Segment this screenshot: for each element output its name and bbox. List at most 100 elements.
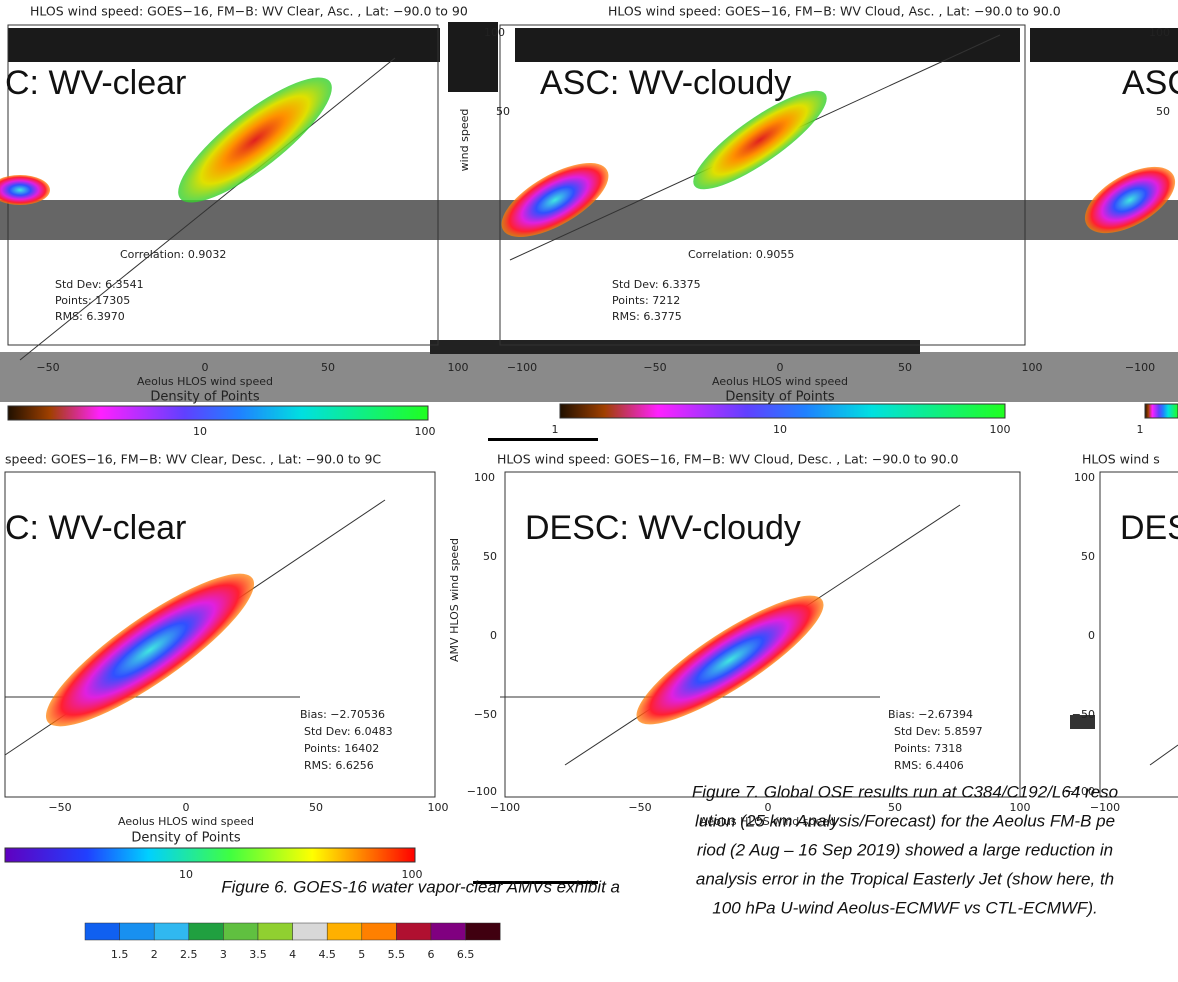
x-axis-label: Aeolus HLOS wind speed [700,815,836,828]
x-tick-label: −50 [628,801,651,814]
scale-tick-label: 6 [428,948,435,961]
stat: RMS: 6.3775 [612,310,682,323]
y-tick-label: 100 [484,26,505,39]
y-tick-label: 50 [1156,105,1170,118]
stat: Std Dev: 6.0483 [304,725,393,738]
x-tick-label: 100 [1022,361,1043,374]
colorbar-tick-label: 1 [552,423,559,436]
y-tick-label: 0 [1088,629,1095,642]
stat: Points: 7212 [612,294,680,307]
stat: Points: 7318 [894,742,962,755]
panel-label: C: WV-clear [5,509,186,547]
legend-title: Density of Points [150,390,259,405]
colorbar [7,405,429,421]
y-tick-label: −50 [474,708,497,721]
y-tick-label: 50 [496,105,510,118]
x-tick-label: −50 [643,361,666,374]
y-tick-label: 50 [1081,550,1095,563]
stat: Points: 16402 [304,742,379,755]
colorbar-tick-label: 10 [773,423,787,436]
colorbar [4,847,416,863]
y-tick-label: 100 [474,471,495,484]
x-axis-label: Aeolus HLOS wind speed [137,375,273,388]
scale-bar [84,922,501,941]
colorbar [559,403,1006,419]
y-axis-label: wind speed [458,109,471,172]
caption-line: 100 hPa U-wind Aeolus-ECMWF vs CTL-ECMWF… [712,898,1097,917]
stat: RMS: 6.4406 [894,759,964,772]
y-tick-label: 0 [490,629,497,642]
panel-label: DESC: WV-cloudy [525,509,801,547]
x-tick-label: 100 [448,361,469,374]
colorbar-tick-label: 100 [990,423,1011,436]
stat: Bias: −2.70536 [300,708,385,721]
colorbar-tick-label: 100 [415,425,436,438]
panel-label: C: WV-clear [5,64,186,102]
scale-tick-label: 3.5 [249,948,267,961]
stat: Points: 17305 [55,294,130,307]
stat: Correlation: 0.9032 [120,248,226,261]
x-tick-label: −50 [36,361,59,374]
stat: Correlation: 0.9055 [688,248,794,261]
x-tick-label: 50 [898,361,912,374]
colorbar-tick-label: 10 [179,868,193,881]
panel-title: HLOS wind speed: GOES−16, FM−B: WV Clear… [30,4,468,19]
x-axis-label: Aeolus HLOS wind speed [712,375,848,388]
y-tick-label: 100 [1074,471,1095,484]
x-tick-label: −100 [490,801,520,814]
panel-label: ASC: WV-cloudy [540,64,791,102]
panel-title: HLOS wind speed: GOES−16, FM−B: WV Cloud… [497,452,959,467]
legend-title: Density of Points [725,390,834,405]
scale-tick-label: 4.5 [318,948,336,961]
texts: HLOS wind speed: GOES−16, FM−B: WV Clear… [5,4,1178,962]
stat: Bias: −2.67394 [888,708,973,721]
x-tick-label: 100 [1010,801,1031,814]
panel-label: DES [1120,509,1178,547]
colorbar-tick-label: 10 [193,425,207,438]
panel-label: ASC [1122,64,1178,102]
stat: Std Dev: 6.3375 [612,278,701,291]
scale-tick-label: 1.5 [111,948,129,961]
y-tick-label: −100 [467,785,497,798]
x-tick-label: 50 [888,801,902,814]
x-axis-label: Aeolus HLOS wind speed [118,815,254,828]
x-tick-label: 50 [321,361,335,374]
colorbar-tick-label: 100 [402,868,423,881]
legend-title: Density of Points [131,831,240,846]
colorbar-tick-label: 1 [1137,423,1144,436]
density-clouds [0,77,1176,727]
background-artifacts [0,22,1178,884]
caption-line: Figure 7. Global OSE results run at C384… [692,782,1118,801]
caption-line: analysis error in the Tropical Easterly … [696,869,1114,888]
x-tick-label: 0 [183,801,190,814]
x-tick-label: −100 [1090,801,1120,814]
scale-tick-label: 3 [220,948,227,961]
x-tick-label: 0 [202,361,209,374]
stat: Std Dev: 5.8597 [894,725,983,738]
caption: Figure 6. GOES-16 water vapor-clear AMVs… [221,877,620,896]
y-tick-label: −100 [1065,785,1095,798]
x-tick-label: 0 [765,801,772,814]
x-tick-label: 0 [777,361,784,374]
x-tick-label: −100 [507,361,537,374]
panel-title: speed: GOES−16, FM−B: WV Clear, Desc. , … [5,452,381,467]
x-tick-label: −100 [1125,361,1155,374]
x-tick-label: 50 [309,801,323,814]
y-tick-label: −50 [1072,708,1095,721]
panel-title: HLOS wind s [1082,452,1160,467]
scale-tick-label: 6.5 [457,948,475,961]
scale-tick-label: 2.5 [180,948,198,961]
x-tick-label: −50 [48,801,71,814]
scale-tick-label: 5.5 [388,948,406,961]
stat: RMS: 6.6256 [304,759,374,772]
y-tick-label: 50 [483,550,497,563]
y-tick-label: 100 [1149,26,1170,39]
colorbar [1144,403,1178,419]
scale-tick-label: 4 [289,948,296,961]
scale-tick-label: 2 [151,948,158,961]
caption-line: lution (25 km Analysis/Forecast) for the… [695,811,1115,830]
stat: RMS: 6.3970 [55,310,125,323]
caption-line: riod (2 Aug – 16 Sep 2019) showed a larg… [697,840,1113,859]
scale-tick-label: 5 [358,948,365,961]
